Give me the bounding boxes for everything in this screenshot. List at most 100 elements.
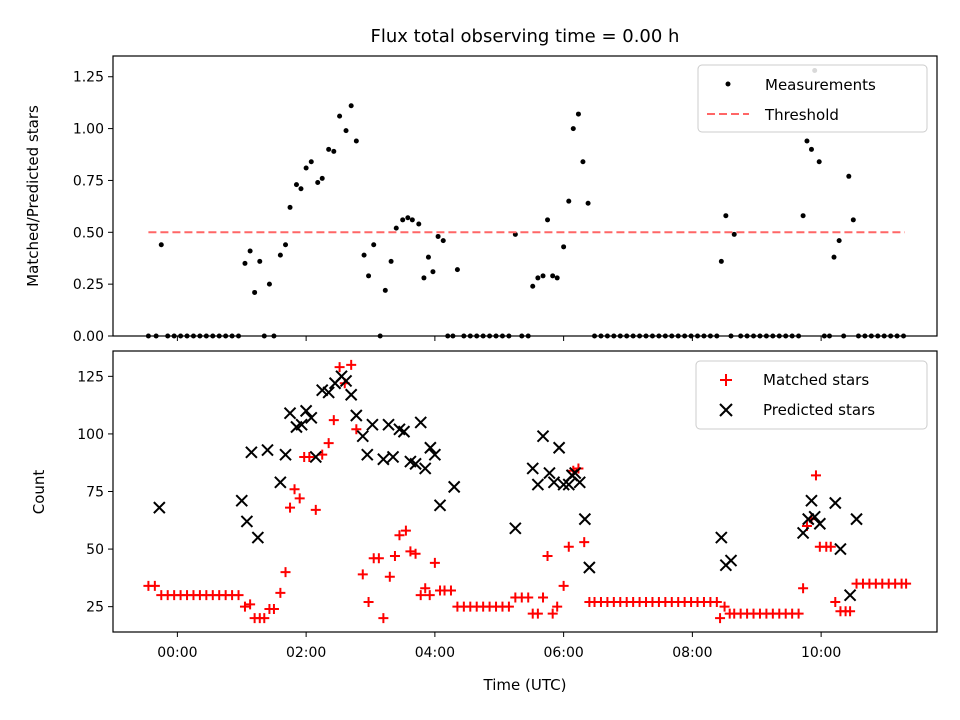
- matched-star-point: [239, 601, 250, 612]
- measurement-point: [393, 225, 399, 231]
- measurement-point: [308, 159, 314, 165]
- matched-star-point: [323, 438, 334, 449]
- matched-star-point: [334, 362, 345, 373]
- predicted-star-point: [386, 450, 400, 464]
- predicted-star-point: [240, 515, 254, 528]
- x-tick-label: 04:00: [415, 645, 455, 661]
- measurement-point: [252, 289, 258, 295]
- predicted-star-point: [305, 411, 318, 425]
- measurement-point: [580, 159, 586, 165]
- bottom-y-tick-label: 50: [86, 542, 104, 558]
- x-tick-label: 02:00: [286, 645, 326, 661]
- predicted-star-point: [813, 517, 827, 530]
- bottom-legend: Matched stars Predicted stars: [695, 360, 928, 430]
- predicted-star-point: [805, 494, 818, 507]
- matched-star-point: [410, 548, 421, 559]
- measurement-point: [530, 283, 536, 289]
- bottom-legend-box: [695, 360, 928, 430]
- predicted-star-point: [382, 418, 395, 431]
- measurement-point: [257, 258, 263, 264]
- matched-star-point: [558, 580, 569, 591]
- matched-star-point: [310, 504, 321, 515]
- predicted-star-point: [569, 466, 582, 480]
- predicted-star-point: [531, 478, 545, 491]
- top-legend-box: [697, 64, 928, 133]
- x-axis-label: Time (UTC): [483, 676, 567, 694]
- measurement-point: [440, 238, 446, 244]
- measurement-point: [545, 217, 551, 223]
- measurement-point: [405, 215, 411, 221]
- measurement-point: [388, 258, 394, 264]
- top-y-tick-label: 0.50: [73, 225, 104, 241]
- predicted-star-point: [251, 531, 265, 544]
- measurement-point: [425, 254, 431, 260]
- measurement-point: [242, 260, 248, 266]
- measurement-point: [836, 238, 842, 244]
- matched-star-point: [259, 613, 270, 624]
- matched-star-point: [532, 608, 543, 619]
- matched-star-point: [424, 590, 435, 601]
- measurement-point: [343, 128, 349, 134]
- predicted-star-point: [808, 510, 821, 524]
- bottom-panel: 25 50 75 100 125 00:00 02:00 04:00 06:00 08:00 10…: [30, 350, 938, 694]
- predicted-star-point: [414, 416, 427, 429]
- matched-star-point: [563, 541, 574, 552]
- predicted-star-point: [834, 542, 847, 556]
- measurement-point: [293, 182, 299, 188]
- predicted-star-point: [526, 462, 539, 475]
- matched-star-point: [149, 580, 160, 591]
- predicted-star-point: [344, 388, 358, 401]
- predicted-star-point: [339, 374, 353, 388]
- predicted-star-point: [509, 522, 522, 535]
- measurement-point: [277, 252, 283, 258]
- matched-star-point: [384, 571, 395, 582]
- matched-star-point: [825, 541, 836, 552]
- measurements-legend-marker: [725, 81, 731, 87]
- measurement-point: [287, 204, 293, 210]
- matched-star-point: [245, 599, 256, 610]
- predicted-star-point: [245, 446, 258, 459]
- measurement-point: [804, 138, 810, 144]
- matched-star-point: [233, 590, 244, 601]
- measurement-point: [454, 267, 460, 273]
- predicted-star-point: [309, 450, 322, 464]
- measurement-point: [337, 113, 343, 119]
- measurement-point: [430, 269, 436, 275]
- predicted-star-point: [829, 496, 842, 510]
- measurement-point: [723, 213, 729, 219]
- measurement-point: [731, 231, 737, 237]
- measurement-point: [409, 217, 415, 223]
- predicted-star-point: [796, 526, 810, 540]
- predicted-star-point: [428, 448, 442, 461]
- measurement-point: [319, 175, 325, 181]
- measurement-point: [554, 275, 560, 281]
- matched-star-point: [405, 546, 416, 557]
- predicted-star-point: [552, 441, 566, 454]
- measurement-point: [570, 126, 576, 132]
- predicted-star-point: [536, 430, 550, 443]
- measurement-point: [416, 221, 422, 227]
- predicted-star-point: [279, 448, 292, 461]
- matched-star-point: [552, 601, 563, 612]
- matched-star-point: [294, 493, 305, 504]
- predicted-star-point: [377, 453, 390, 466]
- measurement-point: [361, 252, 367, 258]
- matched-star-point: [715, 613, 726, 624]
- predicted-stars-legend-label: Predicted stars: [763, 401, 875, 419]
- top-y-axis-label: Matched/Predicted stars: [24, 105, 42, 287]
- measurement-point: [326, 146, 332, 152]
- matched-star-point: [351, 424, 362, 435]
- x-tick-label: 06:00: [543, 645, 583, 661]
- bottom-plot-area: [143, 359, 912, 624]
- matched-star-point: [503, 601, 514, 612]
- measurement-point: [353, 138, 359, 144]
- measurement-point: [585, 200, 591, 206]
- measurement-point: [575, 111, 581, 117]
- matched-star-point: [793, 608, 804, 619]
- matched-star-point: [363, 597, 374, 608]
- chart-title: Flux total observing time = 0.00 h: [371, 26, 680, 47]
- predicted-star-point: [322, 386, 335, 399]
- matched-star-point: [810, 470, 821, 481]
- matched-star-point: [378, 613, 389, 624]
